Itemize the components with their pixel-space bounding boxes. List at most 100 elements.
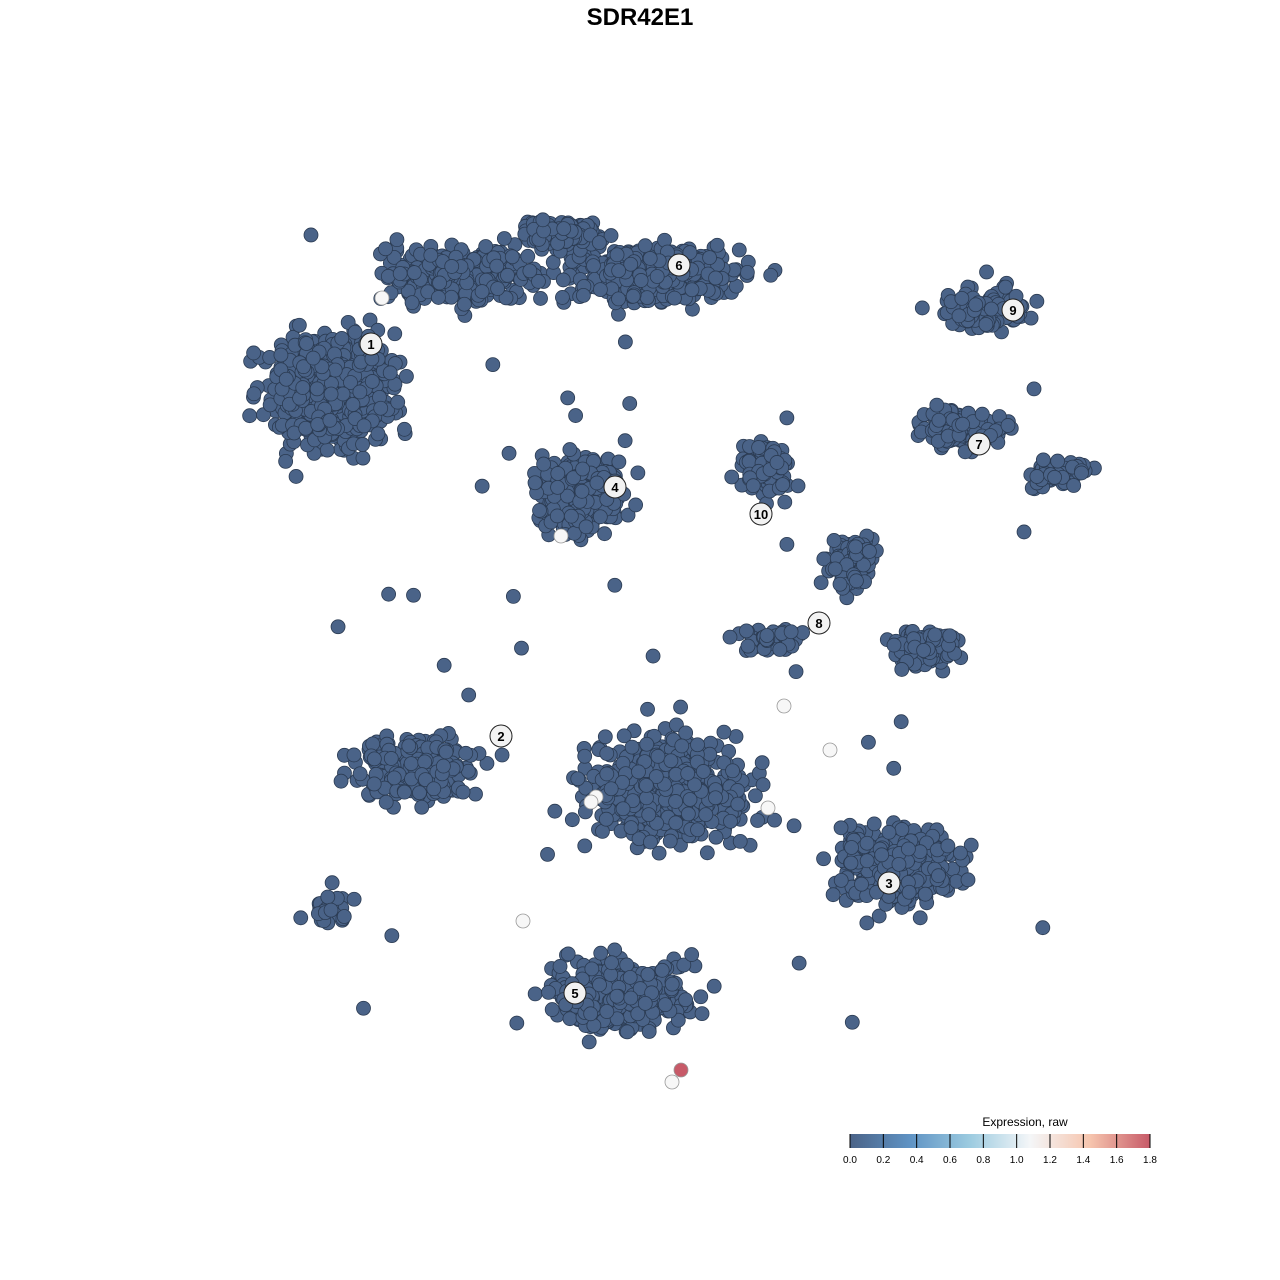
color-legend: 0.0 0.2 0.4 0.6 0.8 1.0 1.2 1.4 1.6 1.8 — [843, 1134, 1157, 1166]
cell-point — [844, 840, 859, 855]
cell-point — [637, 238, 653, 254]
cell-point — [494, 747, 510, 763]
svg-text:3: 3 — [885, 876, 892, 891]
cell-point — [356, 1000, 371, 1016]
cell-point — [983, 301, 999, 317]
cell-point — [833, 820, 849, 836]
cell-point — [740, 638, 756, 654]
cell-point — [633, 273, 649, 288]
cell-point — [751, 440, 767, 455]
cell-point — [725, 763, 740, 779]
cell-point — [568, 408, 584, 423]
cell-point — [732, 834, 748, 849]
cell-point — [426, 781, 442, 797]
cell-point — [550, 466, 566, 481]
cell-point — [384, 928, 400, 944]
cell-point — [489, 258, 505, 274]
cell-point — [739, 264, 755, 280]
highlighted-cell-point — [822, 742, 838, 758]
svg-text:5: 5 — [571, 986, 578, 1001]
cell-point — [848, 539, 864, 555]
cell-point — [754, 755, 770, 771]
cell-point — [929, 397, 945, 413]
cell-point — [549, 508, 565, 524]
cell-point — [562, 1011, 578, 1027]
cell-point — [564, 812, 580, 828]
cell-point — [931, 412, 947, 428]
legend-tick-label: 0.8 — [976, 1155, 990, 1166]
cell-point — [581, 1034, 597, 1050]
cell-point — [378, 241, 393, 257]
legend-tick-label: 1.8 — [1143, 1155, 1157, 1166]
cell-point — [702, 250, 717, 265]
cell-point — [639, 736, 655, 752]
cluster-label-10: 10 — [749, 502, 773, 526]
cluster-label-8: 8 — [807, 611, 831, 635]
cell-point — [383, 751, 399, 766]
cell-point — [356, 418, 372, 434]
cell-point — [678, 992, 694, 1008]
cell-point — [667, 290, 682, 306]
highlighted-cell-point — [583, 794, 599, 810]
cell-point — [641, 807, 657, 823]
cell-point — [366, 751, 382, 767]
cell-point — [750, 813, 765, 828]
cell-point — [931, 868, 946, 884]
cell-point — [443, 289, 459, 305]
cell-point — [531, 274, 546, 289]
cell-point — [1035, 452, 1051, 468]
cell-point — [886, 760, 902, 776]
legend-tick-label: 0.4 — [910, 1155, 924, 1166]
cell-point — [690, 737, 705, 753]
cell-point — [639, 790, 654, 806]
cell-point — [1035, 920, 1051, 936]
cell-point — [373, 400, 389, 416]
chart-title: SDR42E1 — [586, 4, 694, 31]
cell-point — [597, 526, 612, 542]
cell-point — [501, 445, 517, 461]
cell-point — [866, 816, 882, 832]
cell-point — [406, 265, 422, 281]
cell-point — [401, 738, 417, 754]
cell-point — [901, 841, 916, 857]
cell-point — [474, 478, 490, 494]
cell-point — [779, 536, 795, 552]
cluster-label-4: 4 — [603, 475, 627, 499]
cell-point — [641, 1024, 657, 1039]
cell-point — [643, 834, 658, 850]
cell-point — [432, 275, 447, 291]
cell-point — [891, 856, 907, 872]
cell-point — [628, 497, 644, 513]
cell-point — [262, 397, 278, 413]
cell-point — [914, 300, 930, 316]
cell-point — [246, 345, 262, 361]
cell-point — [527, 986, 543, 1002]
cell-point — [826, 533, 842, 548]
cell-point — [295, 380, 311, 395]
cell-point — [461, 687, 477, 703]
cell-point — [894, 662, 910, 677]
cell-point — [833, 872, 849, 888]
svg-text:4: 4 — [611, 480, 619, 495]
legend-tick-label: 0.6 — [943, 1155, 957, 1166]
cell-point — [609, 247, 625, 263]
cell-point — [278, 453, 294, 469]
cell-point — [730, 796, 746, 812]
cell-point — [598, 811, 614, 827]
cell-point — [404, 295, 420, 311]
legend-tick-label: 1.4 — [1076, 1155, 1090, 1166]
cell-point — [940, 838, 956, 854]
legend-tick-label: 1.0 — [1010, 1155, 1024, 1166]
cell-point — [333, 773, 349, 789]
cell-point — [640, 701, 655, 717]
cell-point — [723, 813, 738, 829]
cell-point — [406, 587, 421, 603]
cell-point — [273, 347, 289, 363]
cell-point — [698, 807, 714, 823]
cell-point — [334, 331, 350, 346]
cluster-label-9: 9 — [1001, 298, 1025, 322]
cell-point — [544, 1002, 560, 1017]
cell-point — [893, 714, 909, 730]
cell-point — [690, 822, 705, 838]
